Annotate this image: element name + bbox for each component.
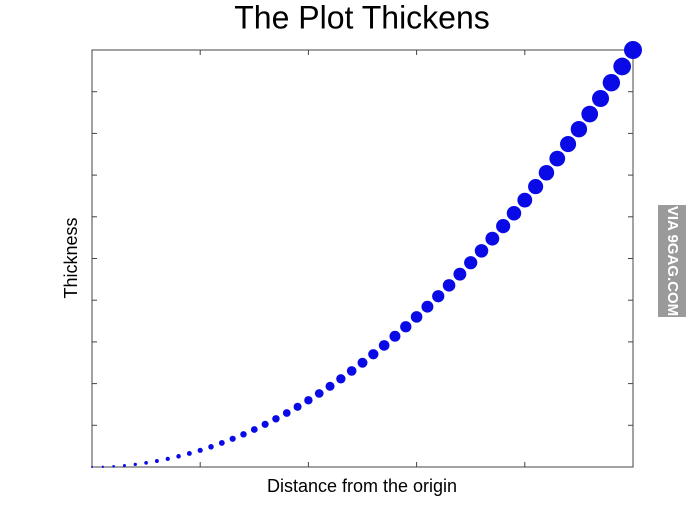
y-axis-label: Thickness — [61, 217, 81, 298]
point — [218, 440, 225, 446]
watermark: VIA 9GAG.COM — [664, 206, 681, 316]
point — [592, 90, 610, 108]
point — [613, 57, 632, 76]
point — [325, 381, 335, 391]
point — [357, 357, 368, 368]
x-axis-label: Distance from the origin — [267, 476, 457, 496]
point — [464, 256, 478, 270]
point — [272, 415, 280, 423]
point — [250, 426, 258, 433]
point — [506, 206, 522, 221]
point — [122, 464, 126, 467]
point — [112, 465, 115, 468]
point — [165, 456, 170, 461]
point — [304, 396, 313, 405]
point — [314, 389, 324, 398]
point — [144, 461, 148, 465]
point — [91, 466, 93, 468]
point — [336, 374, 346, 384]
point — [197, 447, 203, 453]
point — [581, 105, 599, 123]
point — [101, 465, 104, 468]
point — [549, 150, 566, 167]
point — [208, 444, 214, 450]
point — [602, 74, 621, 92]
point — [560, 136, 577, 153]
point — [389, 330, 401, 342]
point — [442, 279, 456, 292]
point — [240, 431, 247, 438]
point — [261, 420, 269, 428]
point — [624, 41, 642, 59]
point — [496, 219, 511, 234]
point — [176, 454, 181, 459]
point — [346, 366, 357, 376]
point — [378, 340, 390, 351]
chart-title: The Plot Thickens — [234, 0, 490, 35]
point — [485, 231, 500, 246]
point — [293, 402, 302, 411]
point — [517, 192, 533, 208]
point — [229, 435, 236, 442]
point — [400, 321, 412, 333]
point — [538, 165, 555, 181]
point — [154, 459, 159, 463]
point — [133, 462, 137, 466]
watermark-box — [658, 205, 686, 317]
point — [453, 267, 467, 281]
point — [282, 409, 291, 417]
point — [186, 451, 192, 456]
point — [410, 311, 423, 323]
point — [368, 349, 379, 360]
point — [528, 179, 544, 195]
point — [570, 121, 588, 138]
point — [474, 244, 489, 258]
point — [421, 300, 434, 313]
point — [432, 290, 445, 303]
